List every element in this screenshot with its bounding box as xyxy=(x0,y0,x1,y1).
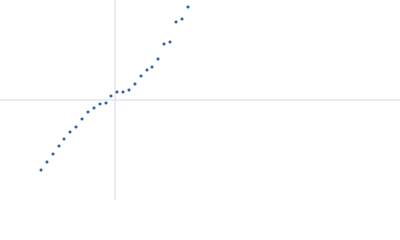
point xyxy=(62,137,66,141)
point xyxy=(127,88,131,92)
point xyxy=(109,94,113,98)
point xyxy=(68,130,72,134)
point xyxy=(121,90,125,94)
point xyxy=(150,65,154,69)
point xyxy=(92,106,96,110)
point xyxy=(74,125,78,129)
point xyxy=(51,152,55,156)
point xyxy=(86,110,90,114)
point xyxy=(139,74,143,78)
point xyxy=(145,68,149,72)
point xyxy=(156,57,160,61)
point xyxy=(80,117,84,121)
point xyxy=(162,42,166,46)
point xyxy=(180,17,184,21)
point xyxy=(115,90,119,94)
point xyxy=(45,160,49,164)
point xyxy=(174,20,178,24)
point xyxy=(39,168,43,172)
point xyxy=(98,102,102,106)
point xyxy=(104,101,108,105)
page: {"chart_data": {"type": "scatter", "x": … xyxy=(0,0,400,200)
point xyxy=(168,40,172,44)
point xyxy=(133,82,137,86)
point xyxy=(186,5,190,9)
point xyxy=(57,144,61,148)
chart xyxy=(0,0,400,200)
